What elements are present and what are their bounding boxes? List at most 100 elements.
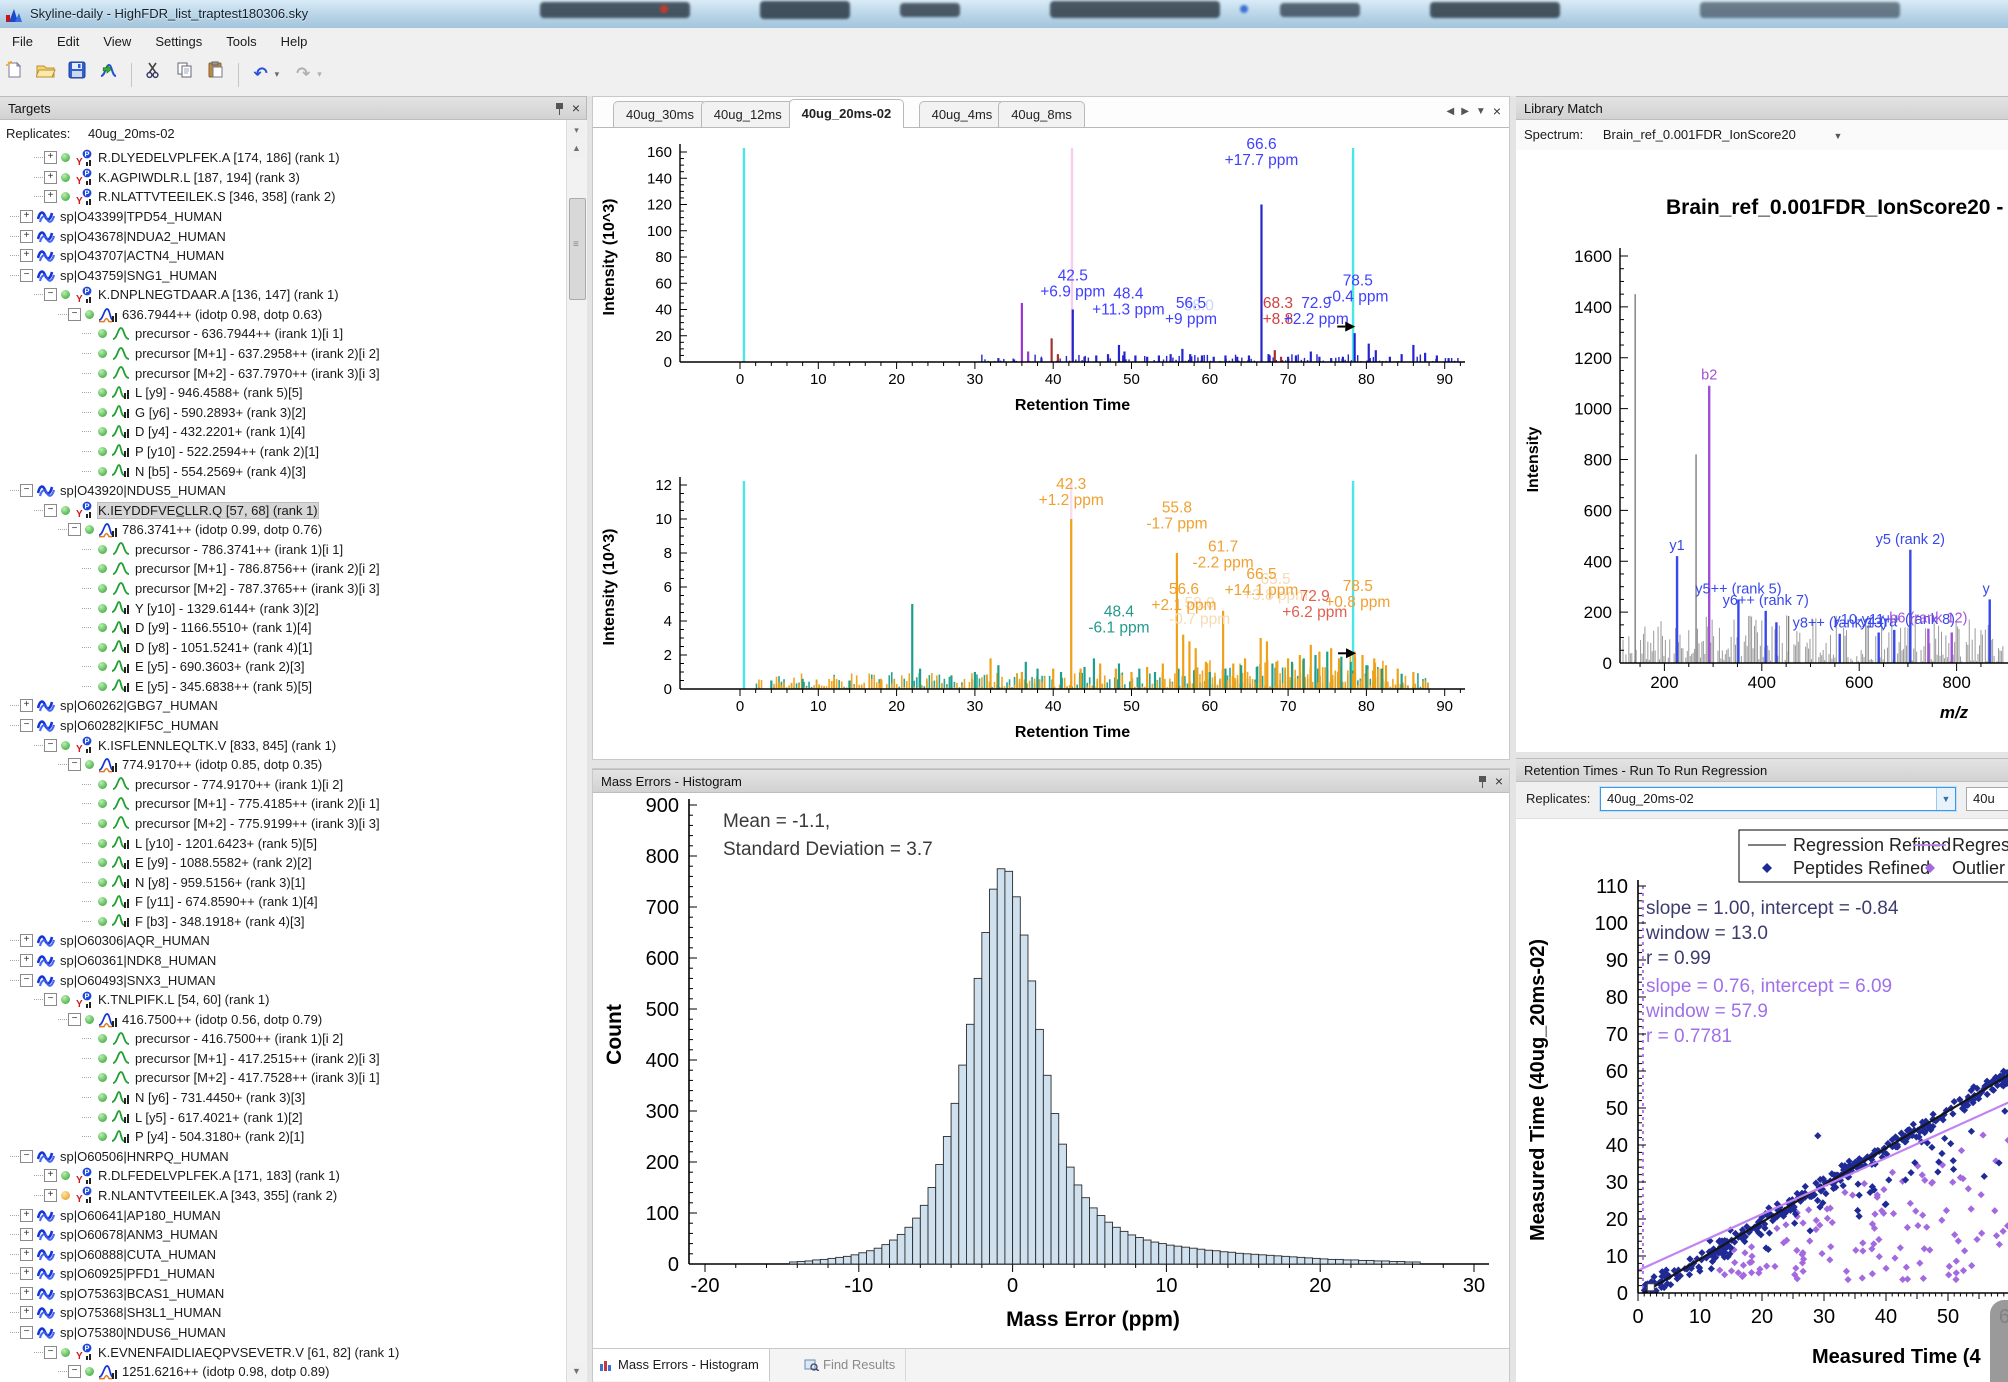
spectrum-combo[interactable]: Brain_ref_0.001FDR_IonScore20 bbox=[1603, 127, 1796, 142]
tree-expander-icon[interactable]: + bbox=[44, 1169, 57, 1182]
tree-item[interactable]: +PYR.DLYEDELVPLFEK.A [174, 186] (rank 1) bbox=[0, 148, 566, 168]
copy-button[interactable] bbox=[172, 61, 198, 87]
tree-item[interactable]: E [y5] - 690.3603+ (rank 2)[3] bbox=[0, 657, 566, 677]
redo-dropdown[interactable]: ▾ bbox=[317, 61, 328, 87]
undo-button[interactable]: ↶ bbox=[248, 61, 274, 87]
tree-expander-icon[interactable]: + bbox=[20, 210, 33, 223]
menu-item-help[interactable]: Help bbox=[269, 28, 320, 55]
tab-scroll-right-icon[interactable]: ▶ bbox=[1461, 106, 1469, 117]
tree-item[interactable]: precursor [M+2] - 637.7970++ (irank 3)[i… bbox=[0, 363, 566, 383]
tree-item[interactable]: precursor [M+2] - 775.9199++ (irank 3)[i… bbox=[0, 814, 566, 834]
tree-item[interactable]: precursor [M+1] - 417.2515++ (irank 2)[i… bbox=[0, 1049, 566, 1069]
tree-expander-icon[interactable]: − bbox=[44, 993, 57, 1006]
tree-expander-icon[interactable]: − bbox=[68, 523, 81, 536]
tree-item[interactable]: +sp|O60925|PFD1_HUMAN bbox=[0, 1264, 566, 1284]
tree-item[interactable]: E [y9] - 1088.5582+ (rank 2)[2] bbox=[0, 853, 566, 873]
tree-item[interactable]: +sp|O43707|ACTN4_HUMAN bbox=[0, 246, 566, 266]
tree-item[interactable]: precursor [M+2] - 417.7528++ (irank 3)[i… bbox=[0, 1068, 566, 1088]
tree-item[interactable]: −786.3741++ (idotp 0.99, dotp 0.76) bbox=[0, 520, 566, 540]
tree-item[interactable]: D [y9] - 1166.5510+ (rank 1)[4] bbox=[0, 618, 566, 638]
tree-item[interactable]: −sp|O75380|NDUS6_HUMAN bbox=[0, 1323, 566, 1343]
tree-expander-icon[interactable]: + bbox=[20, 1267, 33, 1280]
tree-expander-icon[interactable]: − bbox=[44, 1346, 57, 1359]
tree-item[interactable]: F [b3] - 348.1918+ (rank 4)[3] bbox=[0, 912, 566, 932]
pin-icon[interactable] bbox=[1478, 775, 1487, 788]
tree-expander-icon[interactable]: + bbox=[44, 151, 57, 164]
tree-item[interactable]: −PYK.ISFLENNLEQLTK.V [833, 845] (rank 1) bbox=[0, 735, 566, 755]
tree-expander-icon[interactable]: + bbox=[44, 190, 57, 203]
tree-item[interactable]: P [y4] - 504.3180+ (rank 2)[1] bbox=[0, 1127, 566, 1147]
new-document-button[interactable] bbox=[1, 61, 27, 87]
tree-expander-icon[interactable]: − bbox=[20, 1150, 33, 1163]
tree-expander-icon[interactable]: + bbox=[20, 1209, 33, 1222]
tree-item[interactable]: +sp|O60306|AQR_HUMAN bbox=[0, 931, 566, 951]
tree-item[interactable]: D [y4] - 432.2201+ (rank 1)[4] bbox=[0, 422, 566, 442]
close-icon[interactable]: × bbox=[1495, 774, 1503, 789]
tree-item[interactable]: L [y5] - 617.4021+ (rank 1)[2] bbox=[0, 1107, 566, 1127]
tree-item[interactable]: Y [y10] - 1329.6144+ (rank 3)[2] bbox=[0, 598, 566, 618]
tree-item[interactable]: −416.7500++ (idotp 0.56, dotp 0.79) bbox=[0, 1009, 566, 1029]
replicates-combo[interactable]: 40ug_20ms-02 ▼ bbox=[1600, 787, 1956, 811]
tree-expander-icon[interactable]: − bbox=[20, 1326, 33, 1339]
chromatogram-bottom-chart[interactable]: 0246810120102030405060708090Retention Ti… bbox=[593, 457, 1509, 759]
tree-item[interactable]: +PYK.AGPIWDLR.L [187, 194] (rank 3) bbox=[0, 168, 566, 188]
tree-item[interactable]: −sp|O60493|SNX3_HUMAN bbox=[0, 970, 566, 990]
tree-expander-icon[interactable]: − bbox=[68, 308, 81, 321]
tree-item[interactable]: D [y8] - 1051.5241+ (rank 4)[1] bbox=[0, 637, 566, 657]
paste-button[interactable] bbox=[203, 61, 229, 87]
mass-error-histogram-chart[interactable]: 0100200300400500600700800900-20-10010203… bbox=[593, 793, 1509, 1348]
tree-expander-icon[interactable]: + bbox=[20, 1248, 33, 1261]
chromatogram-tab-40ug_4ms[interactable]: 40ug_4ms bbox=[919, 101, 1006, 127]
cut-button[interactable] bbox=[140, 61, 166, 87]
tree-expander-icon[interactable]: − bbox=[20, 484, 33, 497]
tree-expander-icon[interactable]: − bbox=[44, 739, 57, 752]
tree-item[interactable]: L [y10] - 1201.6423+ (rank 5)[5] bbox=[0, 833, 566, 853]
scrollbar-thumb[interactable] bbox=[569, 198, 586, 300]
tree-item[interactable]: +sp|O60262|GBG7_HUMAN bbox=[0, 696, 566, 716]
tree-item[interactable]: precursor - 416.7500++ (irank 1)[i 2] bbox=[0, 1029, 566, 1049]
tree-item[interactable]: precursor [M+2] - 787.3765++ (irank 3)[i… bbox=[0, 579, 566, 599]
tree-item[interactable]: E [y5] - 345.6838++ (rank 5)[5] bbox=[0, 677, 566, 697]
chromatogram-tab-40ug_8ms[interactable]: 40ug_8ms bbox=[998, 101, 1085, 127]
tree-item[interactable]: −sp|O43920|NDUS5_HUMAN bbox=[0, 481, 566, 501]
tree-expander-icon[interactable]: + bbox=[44, 171, 57, 184]
pin-icon[interactable] bbox=[555, 102, 564, 115]
tree-item[interactable]: −sp|O43759|SNG1_HUMAN bbox=[0, 265, 566, 285]
replicates-combo-2[interactable]: 40u bbox=[1966, 787, 2008, 811]
import-results-button[interactable] bbox=[96, 61, 122, 87]
chromatogram-top-chart[interactable]: 0204060801001201401600102030405060708090… bbox=[593, 127, 1509, 457]
tree-item[interactable]: −PYK.IEYDDFVEC̲LLR.Q [57, 68] (rank 1) bbox=[0, 500, 566, 520]
tree-item[interactable]: precursor - 636.7944++ (irank 1)[i 1] bbox=[0, 324, 566, 344]
open-button[interactable] bbox=[33, 61, 59, 87]
tree-item[interactable]: G [y6] - 590.2893+ (rank 3)[2] bbox=[0, 403, 566, 423]
rt-regression-chart[interactable]: 01020304050607080901001100102030405060Me… bbox=[1516, 818, 2008, 1382]
tree-item[interactable]: precursor - 786.3741++ (irank 1)[i 1] bbox=[0, 540, 566, 560]
redo-button[interactable]: ↷ bbox=[290, 61, 316, 87]
tree-expander-icon[interactable]: − bbox=[20, 719, 33, 732]
tree-item[interactable]: +sp|O60361|NDK8_HUMAN bbox=[0, 951, 566, 971]
tree-item[interactable]: +PYR.NLATTVTEEILEK.S [346, 358] (rank 2) bbox=[0, 187, 566, 207]
tree-item[interactable]: +sp|O75368|SH3L1_HUMAN bbox=[0, 1303, 566, 1323]
chevron-down-icon[interactable]: ▼ bbox=[1936, 788, 1955, 810]
close-icon[interactable]: × bbox=[572, 101, 580, 116]
tree-item[interactable]: +sp|O60888|CUTA_HUMAN bbox=[0, 1244, 566, 1264]
tree-item[interactable]: precursor [M+1] - 786.8756++ (irank 2)[i… bbox=[0, 559, 566, 579]
tree-expander-icon[interactable]: − bbox=[44, 288, 57, 301]
tree-item[interactable]: precursor [M+1] - 637.2958++ (irank 2)[i… bbox=[0, 344, 566, 364]
tree-expander-icon[interactable]: + bbox=[20, 1228, 33, 1241]
scroll-down-icon[interactable]: ▼ bbox=[568, 1363, 585, 1380]
tree-item[interactable]: F [y11] - 674.8590++ (rank 1)[4] bbox=[0, 892, 566, 912]
tree-item[interactable]: −PYK.EVNENFAIDLIAEQPVSEVETR.V [61, 82] (… bbox=[0, 1342, 566, 1362]
tree-expander-icon[interactable]: − bbox=[20, 974, 33, 987]
tree-expander-icon[interactable]: + bbox=[20, 1306, 33, 1319]
tree-item[interactable]: L [y9] - 946.4588+ (rank 5)[5] bbox=[0, 383, 566, 403]
tree-item[interactable]: +sp|O60678|ANM3_HUMAN bbox=[0, 1225, 566, 1245]
tree-expander-icon[interactable]: − bbox=[44, 504, 57, 517]
menu-item-settings[interactable]: Settings bbox=[143, 28, 214, 55]
tree-expander-icon[interactable]: + bbox=[20, 954, 33, 967]
close-icon[interactable]: × bbox=[1493, 104, 1501, 119]
tree-item[interactable]: −sp|O60506|HNRPQ_HUMAN bbox=[0, 1146, 566, 1166]
chevron-down-icon[interactable]: ▼ bbox=[1833, 131, 1842, 141]
tree-expander-icon[interactable]: + bbox=[20, 934, 33, 947]
tree-expander-icon[interactable]: + bbox=[20, 230, 33, 243]
